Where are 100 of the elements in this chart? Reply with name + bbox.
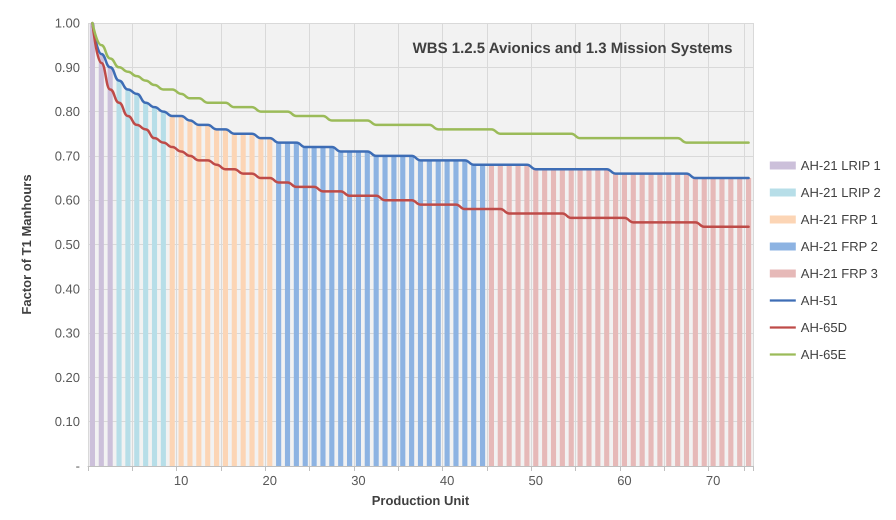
bar [418,160,424,466]
bar [320,147,326,466]
bar [702,178,707,466]
bar [666,174,672,466]
bar [488,164,494,466]
legend-label: AH-21 FRP 2 [800,239,878,254]
bar [675,174,680,466]
bar [444,160,450,466]
text: WBS 1.2.5 Avionics and 1.3 Mission Systems [412,40,732,57]
bar [276,142,282,466]
bar [710,178,716,466]
y-tick-label: 0.50 [54,237,80,252]
y-tick-label: 0.80 [54,104,80,120]
bar [578,169,583,466]
bar [436,160,441,466]
bar [568,169,574,466]
bar [719,178,725,466]
bar [426,160,432,466]
bar [382,156,388,466]
y-tick-label: 0.30 [54,326,80,341]
bar [187,120,193,466]
bar [284,142,290,466]
bar [391,156,396,466]
bar [232,134,237,466]
bar [480,164,486,466]
y-tick-label: 0.90 [54,60,80,75]
bar [134,94,140,466]
bar [400,156,406,466]
bar [657,174,662,466]
bar [267,138,272,466]
bar [524,164,530,466]
x-tick-label: 50 [528,473,543,488]
bar [684,174,690,466]
y-tick-label: 0.70 [54,148,80,164]
bar [542,169,548,466]
x-tick-label: 10 [174,473,188,488]
bar [471,164,476,466]
y-tick-label: 0.60 [54,192,80,208]
y-tick-label: 0.10 [54,414,80,430]
y-tick-label: - [76,458,80,474]
legend-label: AH-65D [800,320,848,335]
bar [178,116,184,466]
bar [595,169,600,466]
bar [515,164,521,466]
bar [125,89,130,466]
bar [586,169,592,466]
bar [356,151,362,466]
bar [692,178,698,466]
bar [533,169,538,466]
bar [453,160,459,466]
bar [630,174,636,466]
x-tick-label: 70 [706,473,720,488]
legend-label: AH-51 [800,293,838,308]
bar [462,160,468,466]
bar [737,178,742,466]
bar [160,112,166,466]
bar [108,67,113,466]
bar [640,174,645,466]
x-tick-label: 40 [440,473,454,488]
bar [374,156,379,466]
y-tick-label: 0.40 [54,281,80,296]
bar [364,151,370,466]
bar [346,151,352,466]
y-tick-label: 1.00 [54,16,80,30]
bar [506,164,512,466]
bar [612,174,618,466]
bar [648,174,654,466]
bar [338,151,344,466]
x-tick-label: 20 [262,473,277,488]
bar [302,147,308,466]
bar [560,169,565,466]
bar [604,169,610,466]
bar [152,107,158,466]
bar [116,80,122,466]
bar [329,147,334,466]
x-tick-label: 60 [617,473,632,488]
bar [258,138,264,466]
legend-label: AH-21 FRP 1 [800,212,878,227]
bar [222,129,228,466]
legend-label: AH-21 LRIP 2 [800,185,881,200]
legend-label: AH-21 LRIP 1 [800,158,881,173]
line-series [91,22,750,144]
bar [498,164,503,466]
x-tick-label: 30 [351,473,366,488]
bar [98,54,104,466]
bar [409,156,414,466]
bar [294,142,299,466]
bar [746,178,752,466]
bar [170,116,175,466]
bar [214,129,220,466]
y-axis-title: Factor of T1 Manhours [19,174,34,315]
legend-label: AH-65E [800,347,847,362]
bar [312,147,317,466]
bar [249,134,255,466]
bar [240,134,246,466]
x-axis-title: Production Unit [372,493,470,508]
bar [622,174,628,466]
bar [196,124,202,466]
bar [728,178,734,466]
legend-label: AH-21 FRP 3 [800,266,878,281]
